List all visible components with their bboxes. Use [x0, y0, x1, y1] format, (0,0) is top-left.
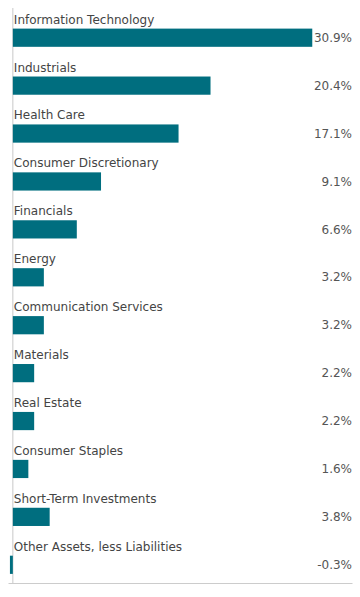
- category-label: Financials: [14, 204, 73, 218]
- category-label: Real Estate: [14, 396, 82, 410]
- value-label: 3.2%: [322, 270, 353, 284]
- bar: [13, 460, 29, 478]
- category-label: Communication Services: [14, 300, 163, 314]
- value-label: -0.3%: [317, 558, 352, 572]
- chart: Other Assets, less Liabilities Short-Term…: [0, 0, 360, 597]
- category-label: Consumer Discretionary: [14, 156, 159, 170]
- category-label: Industrials: [14, 61, 77, 75]
- bar: [13, 124, 179, 142]
- bar: [13, 220, 77, 238]
- category-label: Energy: [14, 252, 56, 266]
- value-label: 2.2%: [322, 366, 353, 380]
- category-label: Other Assets, less Liabilities: [14, 540, 182, 554]
- axis-line: [9, 583, 353, 584]
- bars: [10, 8, 312, 583]
- bar: [10, 556, 13, 574]
- bar: [13, 172, 101, 190]
- bar: [13, 316, 44, 334]
- bar: [13, 412, 34, 430]
- bar: [13, 364, 34, 382]
- labels: Other Assets, less Liabilities Short-Term…: [14, 13, 352, 572]
- value-label: 17.1%: [314, 127, 352, 141]
- bar: [13, 268, 44, 286]
- value-label: 2.2%: [322, 414, 353, 428]
- x-axis: [9, 583, 353, 584]
- category-label: Short-Term Investments: [14, 492, 157, 506]
- plot: Other Assets, less Liabilities Short-Term…: [9, 8, 353, 584]
- category-label: Consumer Staples: [14, 444, 123, 458]
- value-label: 30.9%: [314, 31, 352, 45]
- value-label: 9.1%: [322, 175, 353, 189]
- category-label: Health Care: [14, 108, 85, 122]
- category-label: Materials: [14, 348, 69, 362]
- value-label: 3.2%: [322, 318, 353, 332]
- bar: [13, 77, 211, 95]
- value-label: 6.6%: [322, 223, 353, 237]
- value-label: 1.6%: [322, 462, 353, 476]
- bar: [13, 29, 312, 47]
- value-label: 3.8%: [322, 510, 353, 524]
- value-label: 20.4%: [314, 79, 352, 93]
- category-label: Information Technology: [14, 13, 155, 27]
- bar: [13, 508, 50, 526]
